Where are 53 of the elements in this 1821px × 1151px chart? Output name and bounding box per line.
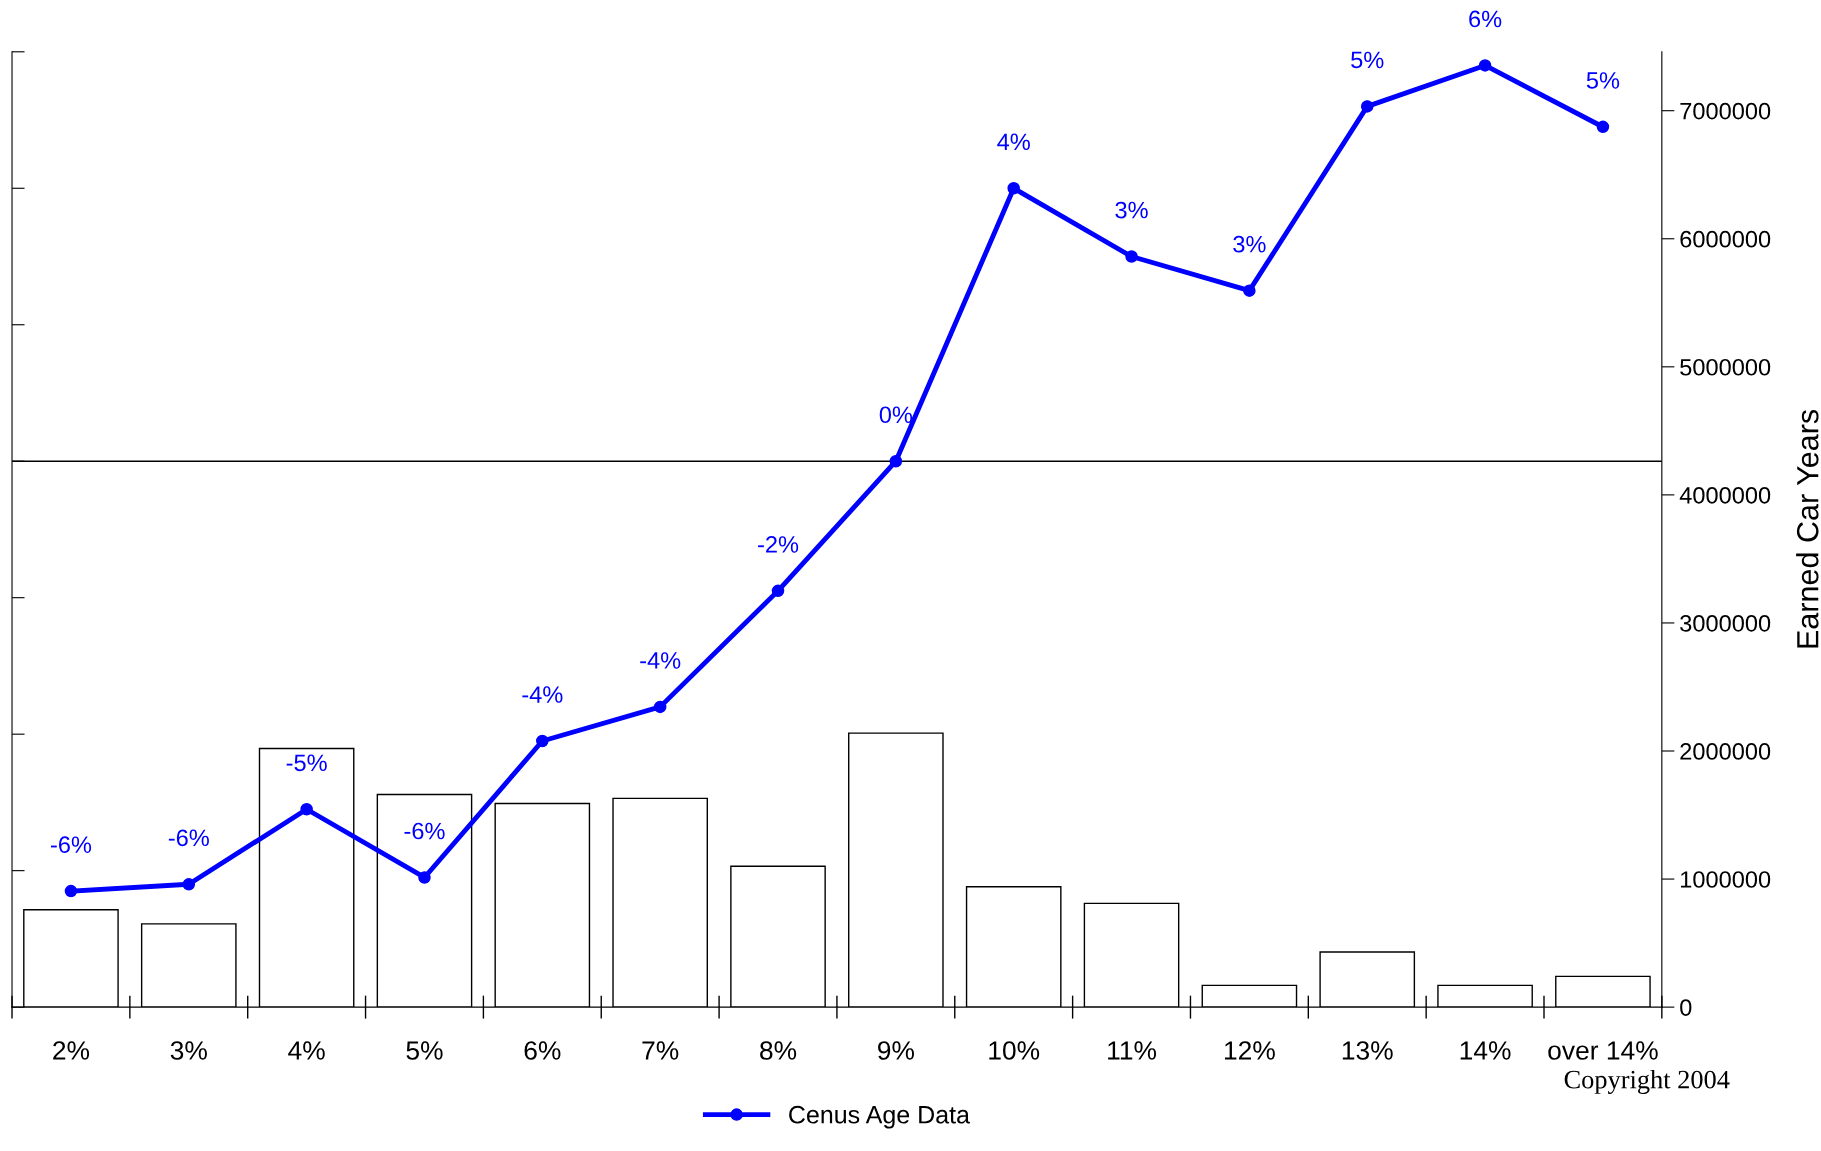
data-label: -5% — [286, 754, 327, 772]
point — [64, 884, 78, 898]
data-label: 5% — [1351, 51, 1384, 69]
data-label: 0% — [879, 406, 913, 424]
point — [1243, 284, 1256, 297]
x-tick-label: 12% — [1224, 1041, 1275, 1060]
y2-tick-label: 1000000 — [1681, 871, 1771, 888]
x-tick-label: 3% — [170, 1041, 207, 1060]
data-label: -4% — [640, 652, 681, 669]
x-tick-label: 5% — [406, 1041, 443, 1060]
point — [182, 878, 196, 891]
data-label: 4% — [997, 133, 1030, 151]
x-tick-label: 13% — [1342, 1041, 1393, 1060]
point — [536, 734, 549, 748]
data-label: 6% — [1469, 10, 1502, 28]
x-tick-label: 7% — [642, 1041, 679, 1060]
point — [653, 700, 667, 714]
point — [1125, 250, 1138, 263]
x-tick-label: 10% — [989, 1041, 1040, 1060]
legend-label: Cenus Age Data — [789, 1105, 970, 1129]
x-tick-label: over 14% — [1548, 1041, 1658, 1060]
x-tick-label: 14% — [1460, 1041, 1511, 1060]
y2-tick-label: 3000000 — [1680, 615, 1771, 632]
y2-tick-label: 2000000 — [1680, 743, 1771, 760]
x-tick-label: 11% — [1108, 1041, 1157, 1060]
point — [889, 454, 903, 468]
x-tick-label: 8% — [760, 1041, 797, 1060]
y2-tick-label: 5000000 — [1680, 358, 1771, 376]
point — [300, 802, 313, 816]
y2-tick-label: 4000000 — [1679, 486, 1771, 504]
y2-axis-title: Earned Car Years — [1796, 409, 1819, 648]
point — [1360, 100, 1374, 113]
data-label: -4% — [522, 686, 563, 703]
data-label: -2% — [758, 536, 799, 553]
data-label: -6% — [51, 836, 92, 854]
data-label: -6% — [168, 829, 209, 847]
y2-tick-label: 6000000 — [1680, 230, 1771, 248]
point — [1478, 59, 1492, 72]
text: Copyright 2004 — [1564, 1069, 1730, 1094]
y2-tick-label: 7000000 — [1680, 102, 1771, 120]
point — [1007, 182, 1020, 195]
x-tick-label: 6% — [524, 1041, 561, 1060]
data-label: 3% — [1115, 201, 1148, 219]
point — [771, 584, 785, 598]
data-label: -6% — [404, 822, 445, 840]
y2-tick-label: 0 — [1680, 999, 1692, 1016]
x-tick-label: 4% — [288, 1041, 325, 1060]
point — [418, 871, 431, 884]
point — [1596, 120, 1610, 134]
data-label: 3% — [1233, 235, 1266, 253]
data-label: 5% — [1586, 72, 1620, 89]
x-tick-label: 9% — [878, 1041, 914, 1060]
x-tick-label: 2% — [53, 1041, 90, 1060]
